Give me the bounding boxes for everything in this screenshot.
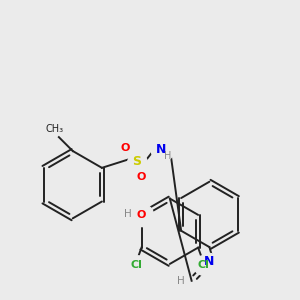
Text: O: O (136, 172, 146, 182)
Text: N: N (156, 142, 166, 155)
Text: H: H (164, 151, 172, 161)
Text: H: H (124, 209, 131, 219)
Text: N: N (204, 256, 214, 268)
Text: Cl: Cl (130, 260, 142, 270)
Text: S: S (133, 155, 142, 168)
Text: O: O (137, 210, 146, 220)
Text: H: H (177, 276, 184, 286)
Text: CH₃: CH₃ (46, 124, 64, 134)
Text: Cl: Cl (197, 260, 209, 270)
Text: O: O (121, 143, 130, 153)
